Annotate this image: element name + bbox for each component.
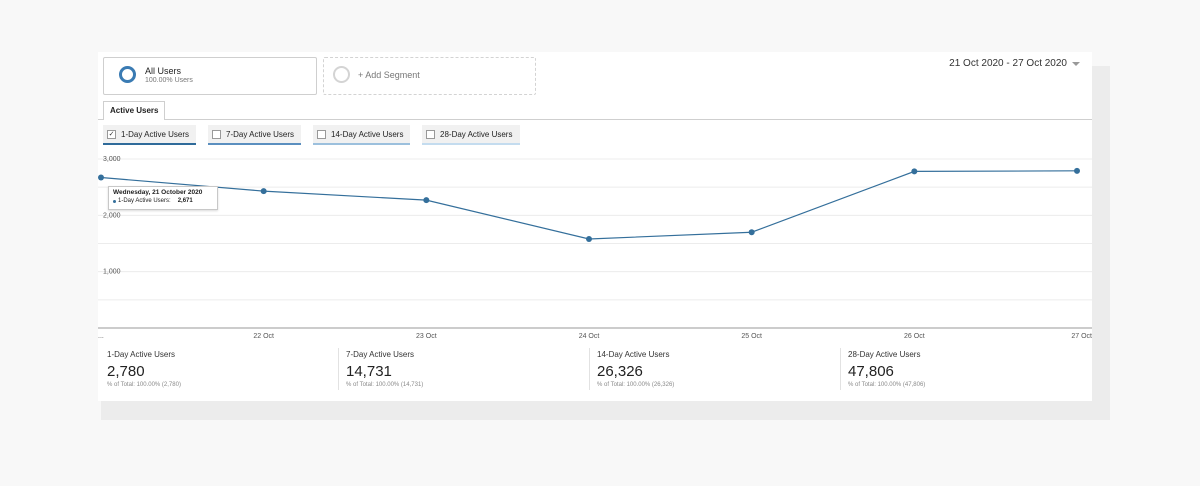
summary-label: 1-Day Active Users: [107, 350, 176, 359]
tooltip-date: Wednesday, 21 October 2020: [113, 189, 203, 196]
segment-name: All Users: [145, 66, 182, 76]
y-tick-label: 3,000: [103, 156, 121, 163]
x-tick-label: 24 Oct: [579, 333, 600, 340]
data-point: [911, 168, 918, 175]
checkbox-7-day[interactable]: [212, 129, 221, 139]
metric-toggle-28-day[interactable]: 28-Day Active Users: [422, 125, 520, 145]
add-segment-label: + Add Segment: [358, 70, 420, 80]
tab-divider: [98, 119, 1092, 120]
summary-total: % of Total: 100.00% (26,326): [597, 382, 675, 388]
summary-value: 14,731: [346, 363, 392, 380]
checkbox-28-day[interactable]: [426, 129, 435, 139]
add-segment-circle-icon: [333, 66, 350, 83]
date-range-text: 21 Oct 2020 - 27 Oct 2020: [949, 58, 1067, 69]
date-range-picker[interactable]: 21 Oct 2020 - 27 Oct 2020: [949, 58, 1080, 69]
metric-toggle-1-day[interactable]: ✓ 1-Day Active Users: [103, 125, 196, 145]
metric-toggle-7-day[interactable]: 7-Day Active Users: [208, 125, 301, 145]
data-point: [586, 235, 592, 242]
y-tick-label: 2,000: [103, 212, 121, 219]
tooltip-row: 1-Day Active Users: 2,671: [113, 198, 213, 204]
summary-value: 26,326: [597, 363, 643, 380]
checkbox-1-day[interactable]: ✓: [107, 129, 116, 139]
data-point: [423, 197, 430, 204]
y-tick-label: 1,000: [103, 269, 121, 276]
data-point: [260, 188, 267, 195]
summary-divider: [840, 348, 841, 390]
x-tick-label: 22 Oct: [253, 333, 274, 340]
add-segment-button[interactable]: + Add Segment: [323, 57, 536, 95]
summary-7-day: 7-Day Active Users 14,731 % of Total: 10…: [346, 350, 423, 388]
summary-14-day: 14-Day Active Users 26,326 % of Total: 1…: [597, 350, 674, 388]
summary-total: % of Total: 100.00% (47,806): [848, 382, 926, 388]
series-line: [100, 170, 1078, 240]
x-tick-label: 26 Oct: [904, 333, 925, 340]
metric-toggle-label: 28-Day Active Users: [440, 129, 513, 139]
metric-toggle-label: 1-Day Active Users: [121, 129, 190, 139]
summary-divider: [338, 348, 339, 390]
segment-percent: 100.00% Users: [145, 77, 193, 84]
chart-tooltip: Wednesday, 21 October 2020 1-Day Active …: [108, 186, 218, 210]
active-users-line-chart: 3,000 2,000 1,000... 22 Oct 23 Oct 24 Oct 25 O…: [98, 156, 1092, 340]
tooltip-series: 1-Day Active Users:: [118, 198, 171, 204]
summary-total: % of Total: 100.00% (2,780): [107, 382, 181, 388]
metric-toggle-14-day[interactable]: 14-Day Active Users: [313, 125, 410, 145]
summary-label: 7-Day Active Users: [346, 350, 415, 359]
summary-28-day: 28-Day Active Users 47,806 % of Total: 1…: [848, 350, 925, 388]
data-point: [748, 229, 755, 236]
checkbox-14-day[interactable]: [317, 129, 326, 139]
segment-all-users[interactable]: All Users 100.00% Users: [103, 57, 317, 95]
segment-circle-icon: [119, 66, 136, 83]
summary-total: % of Total: 100.00% (14,731): [346, 382, 424, 388]
x-tick-label: ...: [98, 333, 104, 340]
summary-value: 47,806: [848, 363, 894, 380]
summary-label: 14-Day Active Users: [597, 350, 670, 359]
summary-divider: [589, 348, 590, 390]
dropdown-caret-icon: [1072, 62, 1080, 66]
summary-label: 28-Day Active Users: [848, 350, 921, 359]
x-tick-label: 23 Oct: [416, 333, 437, 340]
metric-toggle-label: 14-Day Active Users: [331, 129, 404, 139]
tooltip-value: 2,671: [177, 198, 193, 204]
data-point: [1074, 167, 1080, 174]
metric-toggle-label: 7-Day Active Users: [226, 129, 295, 139]
report-card: All Users 100.00% Users + Add Segment 21…: [98, 52, 1092, 401]
tab-active-users[interactable]: Active Users: [103, 101, 166, 120]
x-tick-label: 25 Oct: [741, 333, 762, 340]
x-tick-label: 27 Oct: [1071, 333, 1092, 340]
data-point: [98, 174, 104, 181]
summary-value: 2,780: [107, 363, 145, 380]
series-dot-icon: [113, 199, 116, 203]
summary-1-day: 1-Day Active Users 2,780 % of Total: 100…: [107, 350, 181, 388]
